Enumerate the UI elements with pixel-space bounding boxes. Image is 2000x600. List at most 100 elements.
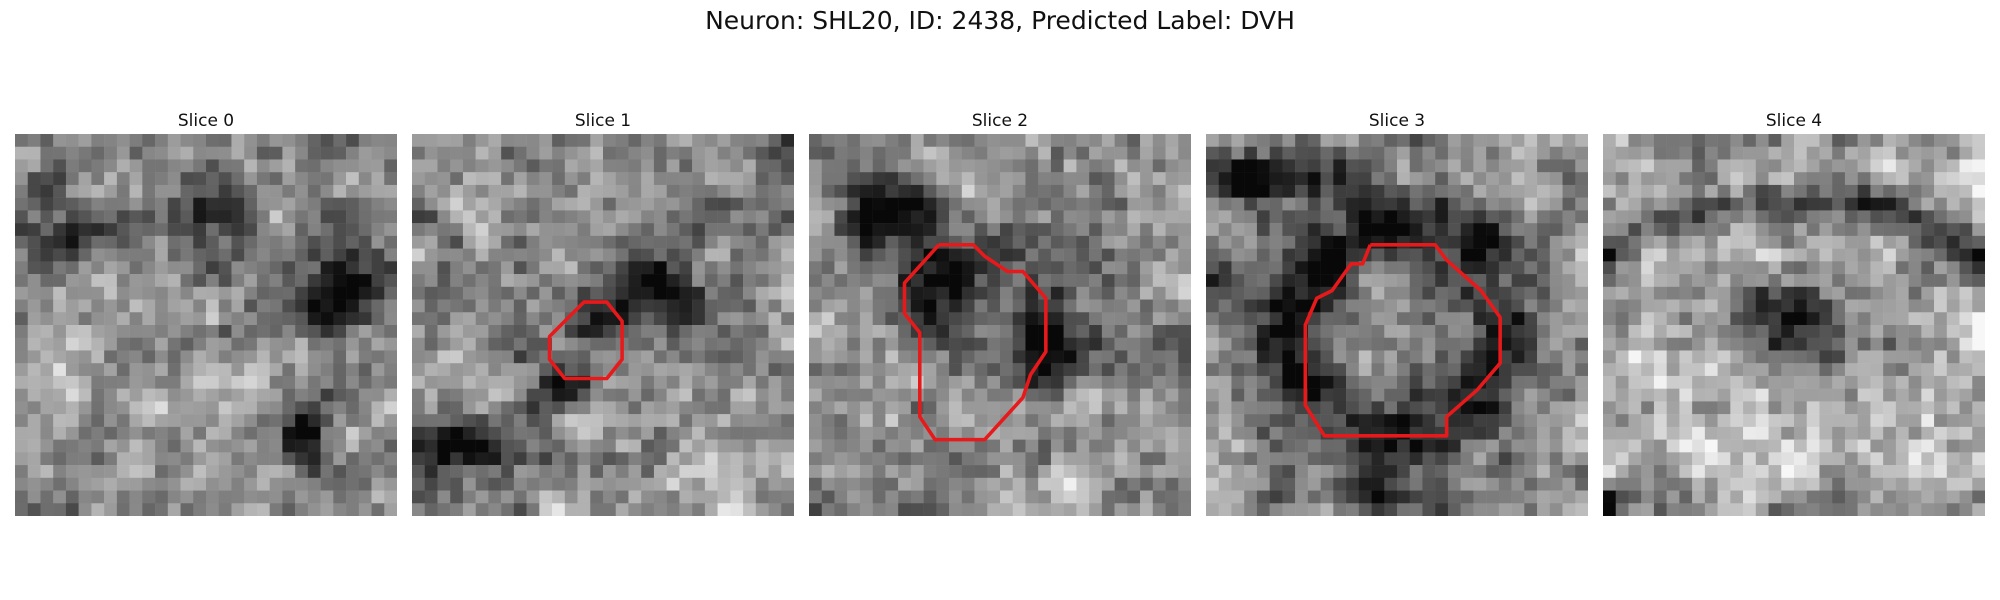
pixel: [1346, 477, 1360, 491]
pixel: [15, 172, 28, 186]
pixel: [987, 439, 1001, 453]
pixel: [961, 325, 975, 338]
pixel: [218, 235, 232, 249]
pixel: [717, 159, 731, 173]
pixel: [628, 299, 642, 313]
pixel: [40, 452, 54, 466]
pixel: [768, 426, 782, 440]
pixel: [91, 184, 105, 198]
pixel: [1346, 465, 1360, 479]
pixel: [424, 184, 438, 198]
pixel: [974, 197, 988, 211]
pixel: [1844, 465, 1858, 479]
pixel: [847, 197, 861, 211]
pixel: [1857, 477, 1871, 491]
pixel: [1549, 452, 1563, 466]
pixel: [615, 503, 629, 516]
pixel: [1524, 490, 1538, 504]
pixel: [1460, 388, 1474, 402]
pixel: [346, 286, 360, 300]
pixel: [1397, 312, 1410, 326]
pixel: [78, 375, 92, 389]
pixel: [539, 439, 553, 453]
pixel: [91, 388, 105, 402]
pixel: [513, 375, 527, 389]
pixel: [218, 325, 232, 338]
pixel: [1498, 286, 1512, 300]
pixel: [1794, 388, 1807, 402]
pixel: [1704, 350, 1718, 364]
pixel: [1666, 261, 1680, 275]
pixel: [424, 337, 438, 351]
pixel: [1832, 223, 1846, 237]
pixel: [513, 337, 527, 351]
pixel: [180, 503, 194, 516]
pixel: [1615, 490, 1629, 504]
pixel: [1178, 274, 1191, 288]
pixel: [1498, 426, 1512, 440]
pixel: [1384, 503, 1398, 516]
pixel: [371, 325, 385, 338]
pixel: [1206, 363, 1219, 377]
pixel: [1346, 401, 1360, 415]
pixel: [1076, 414, 1090, 428]
pixel: [1140, 401, 1154, 415]
pixel: [1435, 197, 1449, 211]
pixel: [1781, 477, 1795, 491]
pixel: [834, 363, 848, 377]
pixel: [526, 197, 540, 211]
pixel: [615, 146, 629, 160]
pixel: [552, 350, 566, 364]
pixel: [1524, 299, 1538, 313]
pixel: [65, 159, 79, 173]
pixel: [15, 261, 28, 275]
pixel: [475, 261, 489, 275]
pixel: [1755, 490, 1769, 504]
pixel: [116, 426, 130, 440]
pixel: [1244, 210, 1258, 224]
pixel: [1653, 134, 1667, 147]
pixel: [1076, 350, 1090, 364]
pixel: [1524, 503, 1538, 516]
pixel: [923, 299, 937, 313]
pixel: [961, 299, 975, 313]
pixel: [1743, 172, 1757, 186]
pixel: [1717, 235, 1731, 249]
pixel: [1857, 325, 1871, 338]
pixel: [1397, 426, 1410, 440]
pixel: [1165, 299, 1179, 313]
pixel: [910, 286, 924, 300]
pixel: [1422, 465, 1436, 479]
pixel: [1282, 465, 1296, 479]
pixel: [590, 223, 604, 237]
pixel: [1063, 210, 1077, 224]
pixel: [1511, 210, 1525, 224]
pixel: [1231, 210, 1245, 224]
pixel: [1206, 439, 1219, 453]
pixel: [104, 159, 118, 173]
pixel: [1101, 210, 1115, 224]
pixel: [743, 299, 757, 313]
pixel: [704, 286, 718, 300]
pixel: [1422, 503, 1436, 516]
pixel: [1921, 159, 1935, 173]
pixel: [1140, 197, 1154, 211]
pixel: [513, 503, 527, 516]
pixel: [1653, 286, 1667, 300]
pixel: [1908, 312, 1922, 326]
pixel: [155, 210, 169, 224]
pixel: [1768, 401, 1782, 415]
pixel: [834, 312, 848, 326]
pixel: [1473, 134, 1487, 147]
pixel: [755, 337, 769, 351]
pixel: [1781, 248, 1795, 262]
pixel: [847, 477, 861, 491]
pixel: [1333, 363, 1347, 377]
pixel: [730, 426, 744, 440]
pixel: [513, 197, 527, 211]
pixel: [1615, 146, 1629, 160]
pixel: [1730, 388, 1744, 402]
pixel: [78, 350, 92, 364]
pixel: [501, 286, 515, 300]
pixel: [1730, 223, 1744, 237]
